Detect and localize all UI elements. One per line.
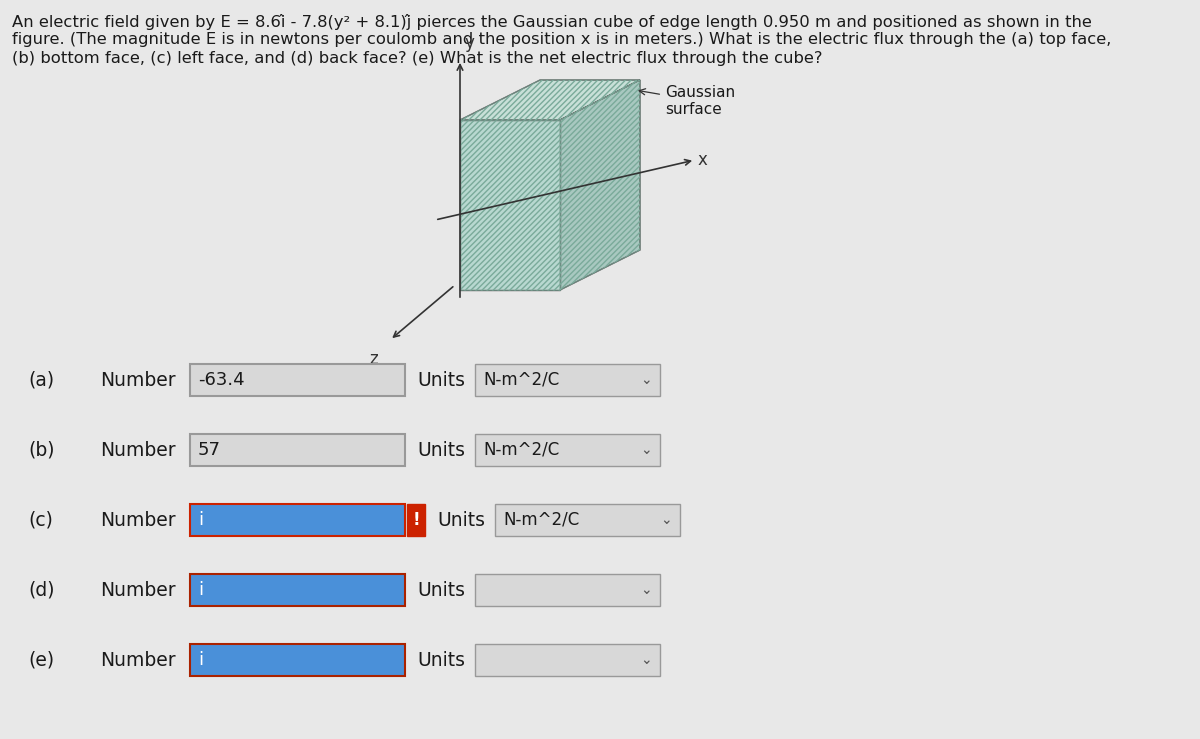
- Text: 57: 57: [198, 441, 221, 459]
- Text: Gaussian
surface: Gaussian surface: [640, 85, 736, 118]
- Text: Number: Number: [100, 440, 175, 460]
- Text: (b) bottom face, (c) left face, and (d) back face? (e) What is the net electric : (b) bottom face, (c) left face, and (d) …: [12, 50, 822, 66]
- Text: Number: Number: [100, 511, 175, 530]
- FancyBboxPatch shape: [190, 644, 406, 676]
- Polygon shape: [460, 80, 640, 120]
- FancyBboxPatch shape: [496, 504, 680, 536]
- Text: N-m^2/C: N-m^2/C: [503, 511, 580, 529]
- Text: x: x: [698, 151, 708, 169]
- Text: N-m^2/C: N-m^2/C: [482, 371, 559, 389]
- Text: Number: Number: [100, 650, 175, 670]
- Text: ⌄: ⌄: [640, 443, 652, 457]
- Text: z: z: [370, 350, 378, 368]
- Polygon shape: [560, 80, 640, 290]
- Text: ⌄: ⌄: [640, 373, 652, 387]
- FancyBboxPatch shape: [475, 434, 660, 466]
- Text: (c): (c): [28, 511, 53, 530]
- Text: Units: Units: [418, 650, 466, 670]
- FancyBboxPatch shape: [475, 644, 660, 676]
- Text: ⌄: ⌄: [640, 583, 652, 597]
- Text: ⌄: ⌄: [640, 653, 652, 667]
- Text: y: y: [464, 34, 474, 52]
- Text: (d): (d): [28, 581, 54, 599]
- Text: Units: Units: [418, 581, 466, 599]
- FancyBboxPatch shape: [190, 574, 406, 606]
- Text: An electric field given by E = 8.6î - 7.8(y² + 8.1)ĵ pierces the Gaussian cube: An electric field given by E = 8.6î - 7…: [12, 14, 1092, 30]
- Text: Number: Number: [100, 370, 175, 389]
- Text: (e): (e): [28, 650, 54, 670]
- Text: Units: Units: [437, 511, 485, 530]
- Text: Units: Units: [418, 440, 466, 460]
- FancyBboxPatch shape: [190, 504, 406, 536]
- Polygon shape: [460, 120, 560, 290]
- Text: (b): (b): [28, 440, 54, 460]
- Text: -63.4: -63.4: [198, 371, 245, 389]
- Text: !: !: [412, 511, 420, 529]
- Text: i: i: [198, 511, 203, 529]
- FancyBboxPatch shape: [475, 364, 660, 396]
- Text: figure. (The magnitude E is in newtons per coulomb and the position x is in mete: figure. (The magnitude E is in newtons p…: [12, 33, 1111, 47]
- Text: N-m^2/C: N-m^2/C: [482, 441, 559, 459]
- Text: i: i: [198, 581, 203, 599]
- Text: i: i: [198, 651, 203, 669]
- FancyBboxPatch shape: [190, 434, 406, 466]
- FancyBboxPatch shape: [475, 574, 660, 606]
- Text: (a): (a): [28, 370, 54, 389]
- FancyBboxPatch shape: [190, 364, 406, 396]
- Text: Number: Number: [100, 581, 175, 599]
- FancyBboxPatch shape: [407, 504, 425, 536]
- Text: ⌄: ⌄: [660, 513, 672, 527]
- Text: Units: Units: [418, 370, 466, 389]
